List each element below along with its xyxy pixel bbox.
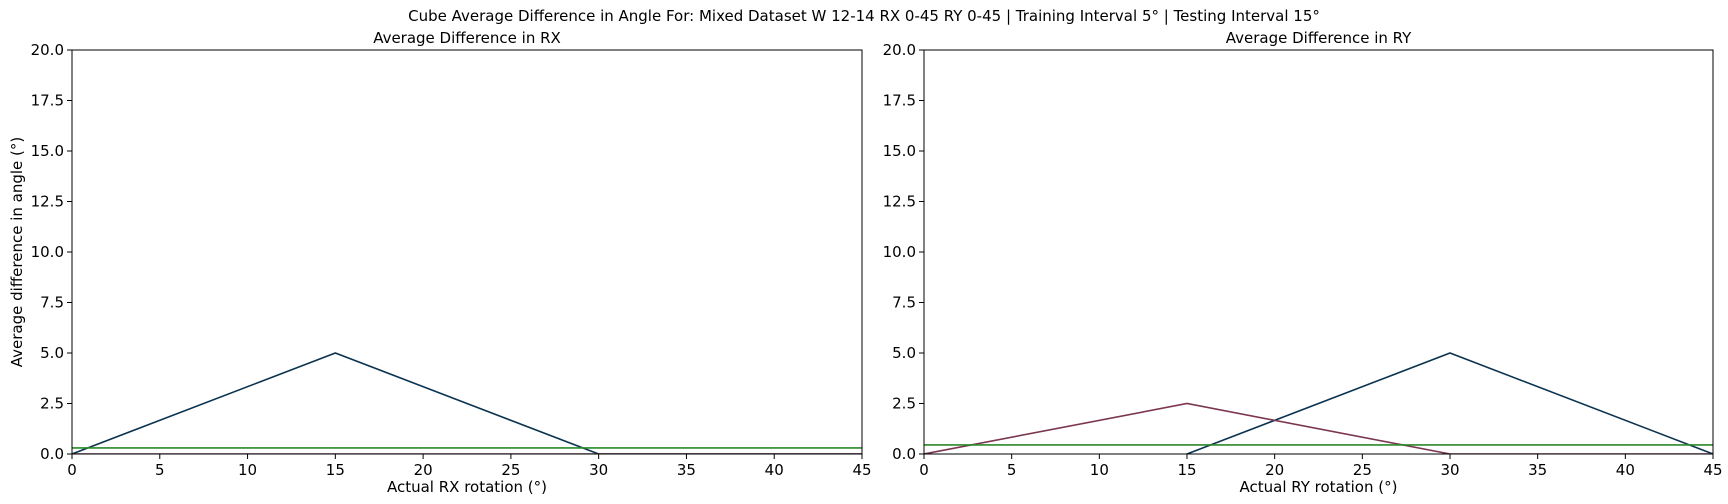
y-tick-label: 10.0	[883, 243, 916, 261]
y-tick-label: 7.5	[892, 294, 916, 312]
x-tick-label: 20	[414, 461, 433, 479]
y-axis-label: Average difference in angle (°)	[8, 137, 26, 367]
x-tick-label: 30	[1440, 461, 1459, 479]
x-axis-label: Actual RX rotation (°)	[387, 478, 547, 496]
y-tick-label: 17.5	[31, 92, 64, 110]
x-tick-label: 25	[501, 461, 520, 479]
x-tick-label: 40	[1616, 461, 1635, 479]
y-tick-label: 0.0	[892, 445, 916, 463]
x-tick-label: 20	[1265, 461, 1284, 479]
y-tick-label: 20.0	[883, 41, 916, 59]
y-tick-label: 17.5	[883, 92, 916, 110]
y-tick-label: 12.5	[31, 193, 64, 211]
series-group	[924, 352, 1713, 454]
y-tick-label: 15.0	[883, 142, 916, 160]
x-tick-label: 0	[67, 461, 77, 479]
series-group	[72, 352, 862, 454]
x-tick-label: 40	[765, 461, 784, 479]
x-tick-label: 30	[589, 461, 608, 479]
series-line-2	[924, 402, 1713, 454]
y-tick-label: 0.0	[40, 445, 64, 463]
x-tick-label: 15	[326, 461, 345, 479]
series-line-1	[72, 352, 862, 454]
chart-panel-ry: Average Difference in RY Actual RY rotat…	[883, 29, 1723, 496]
y-tick-label: 7.5	[40, 294, 64, 312]
y-tick-label: 2.5	[40, 395, 64, 413]
chart-panel-rx: Average Difference in RX Actual RX rotat…	[8, 29, 872, 496]
y-tick-label: 12.5	[883, 193, 916, 211]
x-tick-label: 45	[1703, 461, 1722, 479]
y-tick-label: 2.5	[892, 395, 916, 413]
x-tick-label: 5	[155, 461, 165, 479]
figure-suptitle: Cube Average Difference in Angle For: Mi…	[408, 7, 1320, 25]
y-tick-label: 10.0	[31, 243, 64, 261]
x-tick-label: 35	[1528, 461, 1547, 479]
x-tick-label: 15	[1177, 461, 1196, 479]
x-tick-label: 45	[852, 461, 871, 479]
y-tick-label: 20.0	[31, 41, 64, 59]
x-axis-label: Actual RY rotation (°)	[1240, 478, 1398, 496]
x-tick-label: 10	[1090, 461, 1109, 479]
y-tick-label: 5.0	[40, 344, 64, 362]
y-tick-label: 15.0	[31, 142, 64, 160]
x-tick-label: 5	[1007, 461, 1017, 479]
x-tick-label: 10	[238, 461, 257, 479]
chart-title: Average Difference in RY	[1226, 29, 1412, 47]
x-tick-label: 0	[919, 461, 929, 479]
x-tick-label: 35	[677, 461, 696, 479]
chart-title: Average Difference in RX	[373, 29, 561, 47]
x-tick-label: 25	[1353, 461, 1372, 479]
y-tick-label: 5.0	[892, 344, 916, 362]
